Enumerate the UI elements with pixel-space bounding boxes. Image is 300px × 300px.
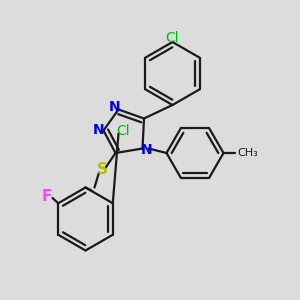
Text: CH₃: CH₃: [238, 148, 258, 158]
Text: F: F: [41, 189, 52, 204]
Text: N: N: [141, 143, 153, 157]
Text: Cl: Cl: [166, 31, 179, 44]
Text: Cl: Cl: [116, 124, 130, 137]
Text: S: S: [97, 162, 107, 177]
Text: N: N: [109, 100, 120, 114]
Text: N: N: [92, 123, 104, 137]
